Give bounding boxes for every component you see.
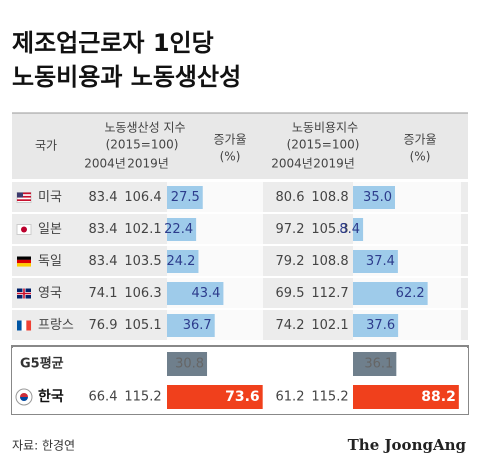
bar [353,314,399,337]
table-value: 79.2 [276,254,305,269]
bar [167,282,224,305]
header-year: 2019년 [313,157,355,171]
table-value: 97.2 [276,222,305,237]
header-unit: (%) [410,150,431,164]
table-value: 83.4 [89,190,118,205]
table-value: 105.1 [124,318,161,333]
bar-label: 36.7 [183,318,212,333]
bar-label: 24.2 [167,254,196,269]
header-base: (2015=100) [106,138,179,152]
table-value: 69.5 [276,286,305,301]
header-title: 노동비용지수 [292,121,358,135]
bar [353,250,398,273]
table-value: 80.6 [276,190,305,205]
flag [20,397,28,401]
header-growth: 증가율 [403,133,436,147]
header-year: 2004년 [271,157,313,171]
source: 자료: 한경연 [12,439,75,453]
table-value: 112.7 [311,286,348,301]
flag [17,259,31,264]
flag [26,320,32,331]
bar [167,186,203,209]
flag [21,226,27,233]
table-value: 76.9 [89,318,118,333]
country-name: 프랑스 [38,318,74,333]
table-value: 105.3 [311,222,348,237]
header-country: 국가 [35,139,57,153]
table-value: 74.2 [276,318,305,333]
bar [167,385,263,409]
table-value: 102.1 [311,318,348,333]
table-value: 83.4 [89,254,118,269]
bar-label: 73.6 [225,389,260,405]
flag [17,192,31,195]
country-name: 한국 [38,389,64,405]
table-value: 108.8 [311,190,348,205]
country-name: 영국 [38,286,62,301]
bar [353,352,397,376]
bar-label: 30.8 [175,357,204,372]
country-name: 독일 [38,254,62,269]
flag [20,393,28,397]
bar-label: 35.0 [363,190,392,205]
header-title: 노동생산성 지수 [104,121,185,135]
flag [17,195,31,198]
bar-label: 27.5 [171,190,200,205]
header-base: (2015=100) [287,138,360,152]
country-name: G5평균 [20,356,64,372]
flag [17,256,31,260]
table-value: 106.3 [124,286,161,301]
bar-cell [353,214,461,245]
title-line: 노동비용과 노동생산성 [12,63,241,91]
table-value: 66.4 [89,390,118,405]
bar-label: 8.4 [339,222,360,237]
table-value: 108.8 [311,254,348,269]
flag [17,199,31,201]
bar-label: 36.1 [364,357,393,372]
table-value: 106.4 [124,190,161,205]
header-band [12,113,468,179]
flag [23,288,25,299]
bar-label: 22.4 [164,222,193,237]
bar-label: 88.2 [421,389,456,405]
bar [353,186,395,209]
country-name: 일본 [38,222,62,237]
header-year: 2004년 [84,157,126,171]
table-value: 83.4 [89,222,118,237]
table-value: 115.2 [124,390,161,405]
title-line: 제조업근로자 1인당 [12,29,214,57]
brand: The JoongAng [348,436,467,454]
table-value: 74.1 [89,286,118,301]
bar-label: 37.4 [366,254,395,269]
bar [353,385,459,409]
bar-label: 37.6 [366,318,395,333]
bar [167,352,208,376]
bar [167,250,199,273]
flag [17,263,31,267]
table-value: 115.2 [311,390,348,405]
bar [353,218,364,241]
flag [21,320,27,331]
table-value: 103.5 [124,254,161,269]
table-value: 61.2 [276,390,305,405]
flag [17,320,22,331]
bar [167,218,197,241]
header-year: 2019년 [127,157,169,171]
table-value: 102.1 [124,222,161,237]
bar [167,314,215,337]
bar-label: 62.2 [396,286,425,301]
bar-label: 43.4 [191,286,220,301]
bar [353,282,428,305]
header-unit: (%) [220,150,241,164]
flag [17,192,23,198]
header-growth: 증가율 [213,133,246,147]
country-name: 미국 [38,190,62,205]
